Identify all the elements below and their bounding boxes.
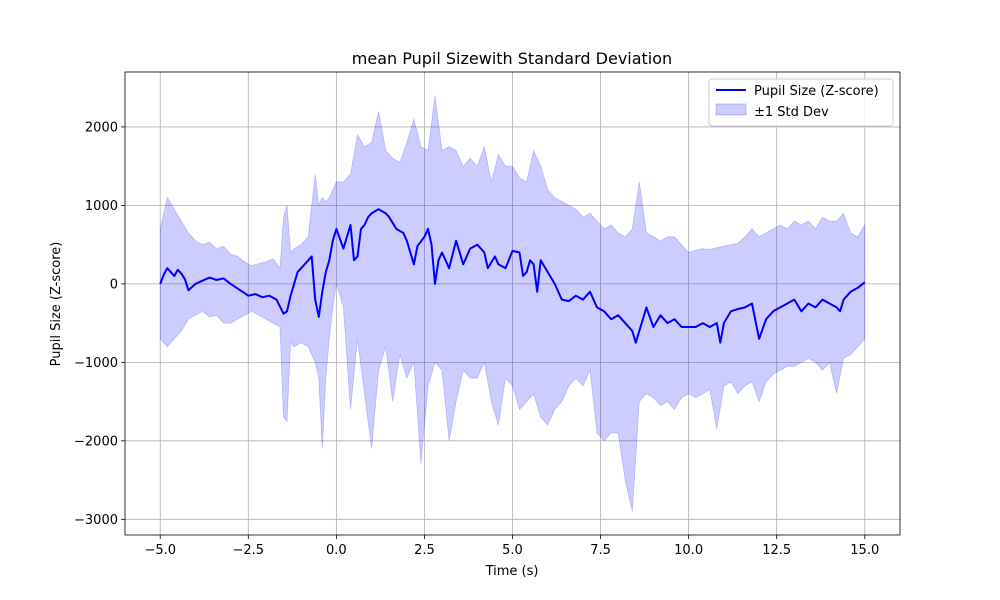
legend-box (708, 78, 894, 127)
y-tick-label: −2000 (74, 434, 118, 449)
x-tick-label: −5.0 (144, 543, 176, 558)
y-tick-label: 1000 (85, 199, 118, 214)
legend-label-band: ±1 Std Dev (754, 105, 829, 120)
x-tick-label: 15.0 (850, 543, 879, 558)
legend: Pupil Size (Z-score) ±1 Std Dev (708, 78, 894, 127)
x-tick-label: 7.5 (590, 543, 611, 558)
y-tick-label: −3000 (74, 513, 118, 528)
std-dev-band (159, 95, 866, 512)
y-axis-ticks: −3000 −2000 −1000 0 1000 2000 (74, 120, 125, 528)
x-tick-label: −2.5 (233, 543, 265, 558)
y-tick-label: −1000 (74, 356, 118, 371)
chart-title: mean Pupil Sizewith Standard Deviation (352, 49, 672, 68)
y-axis-label: Pupil Size (Z-score) (49, 242, 64, 367)
x-tick-label: 12.5 (762, 543, 791, 558)
legend-band-swatch (715, 103, 747, 116)
x-tick-label: 0.0 (326, 543, 347, 558)
grid (125, 72, 900, 535)
std-dev-band-layer (159, 95, 866, 512)
legend-label-mean: Pupil Size (Z-score) (754, 84, 879, 99)
y-tick-label: 0 (110, 277, 118, 292)
mean-pupil-line (159, 208, 866, 344)
mean-line-layer (159, 208, 866, 344)
y-tick-label: 2000 (85, 120, 118, 135)
x-axis-ticks: −5.0 −2.5 0.0 2.5 5.0 7.5 10.0 12.5 15.0 (144, 535, 879, 558)
x-tick-label: 10.0 (674, 543, 703, 558)
x-tick-label: 5.0 (502, 543, 523, 558)
x-tick-label: 2.5 (414, 543, 435, 558)
x-axis-label: Time (s) (485, 564, 539, 579)
